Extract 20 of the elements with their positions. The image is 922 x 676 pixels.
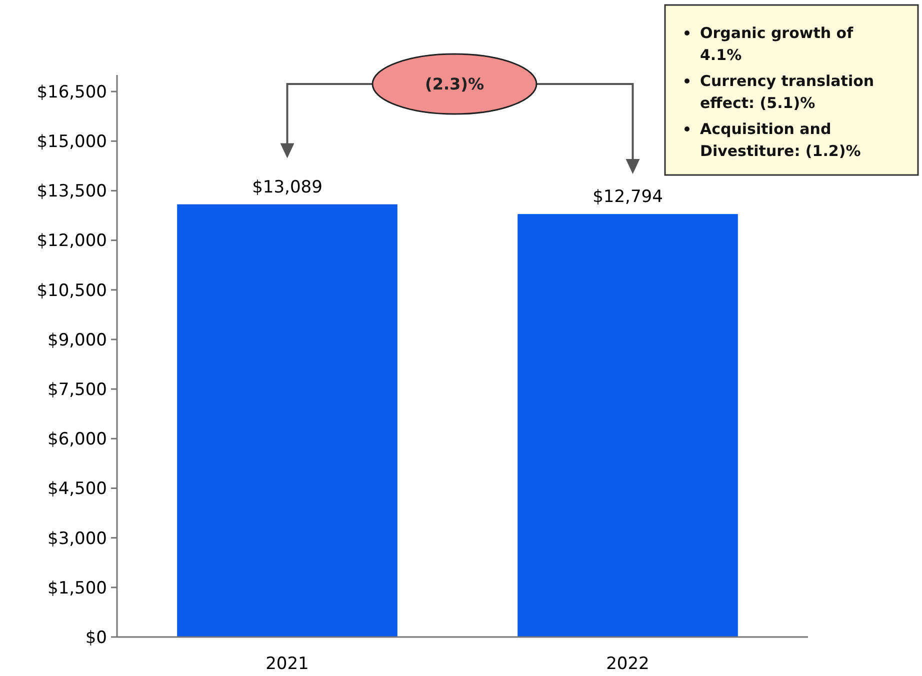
y-tick-label: $13,500 <box>36 182 107 202</box>
annotation: Acquisition and Divestiture: (1.2)% <box>700 120 861 160</box>
y-tick-label: $10,500 <box>36 280 107 301</box>
y-tick-label: $0 <box>85 628 107 648</box>
y-tick-label: $9,000 <box>48 330 107 350</box>
y-tick-label: $7,500 <box>48 380 107 400</box>
y-tick-label: $4,500 <box>48 479 107 500</box>
x-tick-label: 2021 <box>266 654 309 674</box>
annotation: Currency translation effect: (5.1)% <box>700 72 874 112</box>
y-tick-label: $1,500 <box>48 578 107 598</box>
y-tick-label: $16,500 <box>36 82 107 102</box>
y-tick-label: $3,000 <box>48 528 107 549</box>
text: Organic growth of 4.1% <box>700 24 854 64</box>
y-tick-label: $6,000 <box>48 430 107 450</box>
y-tick-label: $15,000 <box>36 132 107 152</box>
data-label: $13,089 <box>252 177 322 198</box>
data-label: $12,794 <box>592 187 663 208</box>
y-tick-label: $12,000 <box>36 231 107 252</box>
x-tick-label: 2022 <box>606 654 650 674</box>
annotation: (2.3)% <box>425 74 484 94</box>
